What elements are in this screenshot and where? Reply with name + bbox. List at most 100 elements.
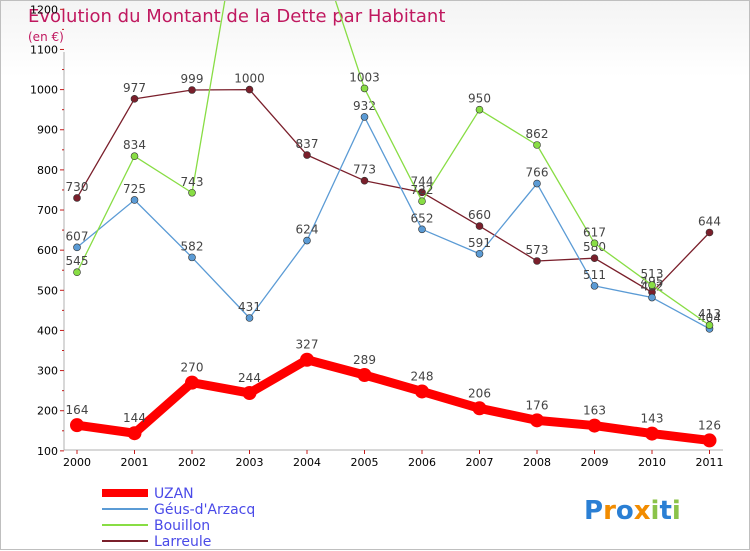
data-label: 580 (583, 240, 606, 254)
data-label: 834 (123, 138, 146, 152)
logo-letter: x (634, 496, 651, 526)
data-point (127, 426, 142, 441)
x-tick-label: 2003 (236, 456, 264, 469)
x-tick-label: 2011 (696, 456, 724, 469)
data-point (533, 179, 541, 188)
data-label: 730 (66, 180, 89, 194)
data-point (648, 281, 656, 289)
data-point (73, 268, 81, 277)
data-label: 773 (353, 163, 376, 177)
legend-label: Larreule (154, 534, 211, 550)
data-point (245, 85, 254, 94)
data-point (185, 375, 199, 390)
legend-label: Bouillon (154, 518, 210, 534)
logo-letter: t (659, 496, 671, 526)
y-tick-label: 600 (37, 244, 58, 257)
data-point (303, 236, 311, 245)
x-tick-label: 2006 (408, 456, 436, 469)
logo-text: Proxiti (584, 496, 681, 526)
x-tick-label: 2000 (63, 456, 91, 469)
data-label: 573 (526, 243, 549, 257)
data-point (415, 384, 429, 399)
data-point (360, 84, 369, 93)
x-tick-label: 2004 (293, 456, 321, 469)
data-label: 143 (641, 412, 664, 426)
data-point (590, 239, 599, 248)
legend-label: UZAN (154, 486, 194, 502)
y-tick-label: 400 (37, 324, 58, 337)
x-tick-label: 2005 (351, 456, 379, 469)
series-line (76, 88, 710, 293)
data-label: 722 (411, 183, 434, 197)
data-point (188, 188, 196, 197)
data-label: 206 (468, 386, 491, 400)
x-tick-label: 2008 (523, 456, 551, 469)
data-point (360, 176, 369, 185)
data-label: 977 (123, 81, 146, 95)
y-tick-label: 800 (37, 164, 58, 177)
data-label: 744 (411, 174, 434, 188)
data-label: 591 (468, 236, 491, 250)
series-line (76, 1, 710, 326)
data-label: 413 (698, 307, 721, 321)
x-tick-label: 2002 (178, 456, 206, 469)
data-point (242, 386, 257, 401)
data-label: 660 (468, 208, 491, 222)
y-tick-label: 900 (37, 124, 58, 137)
y-tick-label: 300 (37, 365, 58, 378)
data-point (73, 194, 81, 202)
data-label: 624 (296, 223, 319, 237)
data-point (245, 314, 254, 322)
data-point (70, 418, 84, 433)
data-label: 725 (123, 182, 146, 196)
data-label: 270 (181, 361, 204, 375)
data-point (300, 352, 314, 367)
data-label: 163 (583, 404, 606, 418)
data-label: 1003 (349, 70, 380, 84)
data-point (533, 257, 541, 265)
data-label: 837 (296, 137, 319, 151)
x-tick-label: 2010 (638, 456, 666, 469)
data-point (705, 321, 714, 330)
series-larreule: 7309779991000837773744660573580495644 (66, 72, 721, 297)
data-label: 289 (353, 353, 376, 367)
data-point (73, 243, 81, 252)
data-label: 513 (641, 267, 664, 281)
data-point (648, 293, 656, 302)
x-tick-label: 2007 (466, 456, 494, 469)
data-point (587, 418, 602, 433)
chart-title: Evolution du Montant de la Dette par Hab… (28, 6, 445, 27)
data-label: 176 (526, 398, 549, 412)
data-label: 1000 (234, 72, 265, 86)
x-tick-label: 2009 (581, 456, 609, 469)
logo-letter: o (616, 496, 634, 526)
chart-subtitle: (en €) (28, 30, 64, 44)
data-label: 950 (468, 92, 491, 106)
data-label: 932 (353, 99, 376, 113)
y-tick-label: 1200 (30, 3, 58, 16)
logo-letter: i (672, 496, 681, 526)
y-tick-label: 500 (37, 284, 58, 297)
x-tick-label: 2001 (121, 456, 149, 469)
data-point (475, 105, 484, 114)
series-bouillon: 545834743158114361003722950862617513413 (66, 1, 721, 330)
data-point (533, 141, 541, 149)
data-label: 244 (238, 371, 261, 385)
data-label: 126 (698, 418, 721, 432)
axes: 100 200 300 400 500 600 700 800 900 1000 1100 1200 1… (30, 3, 724, 469)
legend-label: Géus-d'Arzacq (154, 502, 255, 518)
data-label: 743 (181, 175, 204, 189)
data-point (188, 86, 196, 94)
series-uzan: 164 144 270 244 327 289 248 206 176 163 143 126 (66, 338, 721, 448)
series-layer: 7309779991000837773744660573580495644607… (66, 1, 721, 448)
data-point (130, 152, 139, 161)
data-point (702, 433, 717, 448)
data-point (475, 249, 484, 258)
series-g-us-d-arzacq: 607725582431624932652591766511482404 (66, 99, 721, 333)
data-point (418, 197, 426, 205)
data-label: 617 (583, 225, 606, 239)
data-point (472, 401, 487, 416)
data-point (475, 222, 484, 230)
